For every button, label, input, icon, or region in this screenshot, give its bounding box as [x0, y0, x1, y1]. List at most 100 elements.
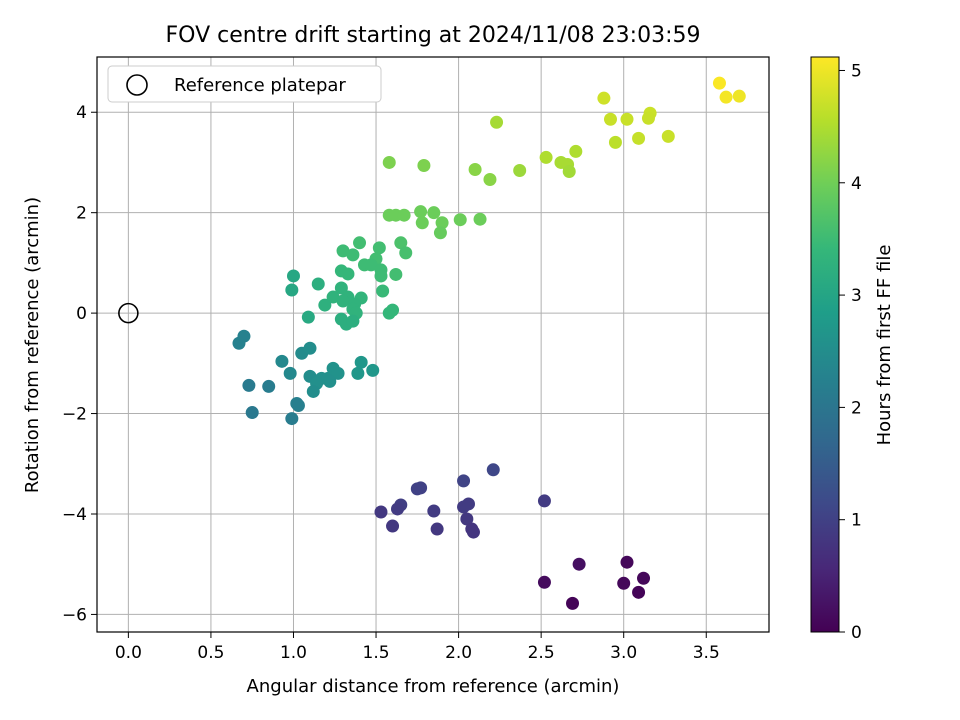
- data-point: [399, 246, 413, 260]
- data-point: [632, 585, 646, 599]
- data-point: [460, 512, 474, 526]
- data-point: [301, 310, 315, 324]
- data-point: [376, 284, 390, 298]
- x-tick-label: 1.0: [280, 643, 307, 663]
- colorbar-tick-label: 2: [851, 398, 862, 418]
- x-tick-label: 3.0: [610, 643, 637, 663]
- y-tick-label: −4: [62, 505, 87, 525]
- data-point: [334, 281, 348, 295]
- colorbar-tick-label: 3: [851, 286, 862, 306]
- data-point: [632, 131, 646, 145]
- y-axis-ticks: −6 −4 −2 0 2 4: [62, 103, 97, 625]
- data-point: [262, 379, 276, 393]
- data-point: [366, 363, 380, 377]
- data-point: [537, 494, 551, 508]
- data-point: [719, 90, 733, 104]
- legend-box: [107, 65, 382, 103]
- data-point: [637, 571, 651, 585]
- legend-marker-reference: [126, 74, 148, 96]
- data-point: [323, 374, 337, 388]
- colorbar-tick-label: 4: [851, 174, 862, 194]
- x-axis-ticks: 0.0 0.5 1.0 1.5 2.0 2.5 3.0 3.5: [115, 632, 720, 663]
- colorbar: 0 1 2 3 4 5 Hours from first FF file: [810, 56, 895, 643]
- data-point: [414, 481, 428, 495]
- data-point: [414, 205, 428, 219]
- reference-platepar-marker: [118, 302, 139, 324]
- x-tick-label: 1.5: [363, 643, 390, 663]
- data-point: [285, 412, 299, 426]
- data-point: [386, 303, 400, 317]
- data-point: [712, 76, 726, 90]
- chart-title: FOV centre drift starting at 2024/11/08 …: [166, 23, 701, 48]
- data-point: [286, 269, 300, 283]
- colorbar-gradient: [810, 56, 840, 633]
- data-point: [275, 354, 289, 368]
- data-point: [245, 406, 259, 420]
- data-point: [283, 366, 297, 380]
- data-points: [232, 76, 746, 610]
- data-point: [597, 91, 611, 105]
- data-point: [341, 267, 355, 281]
- data-point: [374, 269, 388, 283]
- legend: Reference platepar: [107, 65, 382, 103]
- data-point: [572, 557, 586, 571]
- x-tick-label: 0.5: [197, 643, 224, 663]
- y-axis-label: Rotation from reference (arcmin): [22, 197, 43, 493]
- data-point: [453, 213, 467, 227]
- data-point: [457, 474, 471, 488]
- data-point: [303, 341, 317, 355]
- x-axis-label: Angular distance from reference (arcmin): [247, 676, 620, 697]
- x-tick-label: 3.5: [693, 643, 720, 663]
- data-point: [415, 216, 429, 230]
- data-point: [490, 115, 504, 129]
- data-point: [353, 236, 367, 250]
- data-point: [473, 212, 487, 226]
- data-point: [291, 399, 305, 413]
- data-point: [311, 277, 325, 291]
- data-point: [513, 163, 527, 177]
- data-point: [306, 384, 320, 398]
- data-point: [562, 164, 576, 178]
- data-point: [331, 366, 345, 380]
- colorbar-label: Hours from first FF file: [874, 245, 895, 446]
- data-point: [242, 378, 256, 392]
- data-point: [566, 596, 580, 610]
- data-point: [417, 158, 431, 172]
- colorbar-tick-label: 1: [851, 511, 862, 531]
- data-point: [486, 463, 500, 477]
- y-tick-label: 4: [76, 103, 87, 123]
- y-tick-label: −6: [62, 605, 87, 625]
- data-point: [394, 236, 408, 250]
- plot-area: [97, 57, 769, 632]
- data-point: [318, 298, 332, 312]
- data-point: [435, 216, 449, 230]
- data-point: [237, 329, 251, 343]
- data-point: [466, 525, 480, 539]
- data-point: [483, 173, 497, 187]
- data-point: [461, 497, 475, 511]
- data-point: [285, 283, 299, 297]
- y-tick-label: 0: [76, 304, 87, 324]
- data-point: [382, 155, 396, 169]
- x-tick-label: 2.0: [445, 643, 472, 663]
- data-point: [354, 355, 368, 369]
- colorbar-tick-label: 5: [851, 61, 862, 81]
- data-point: [372, 241, 386, 255]
- data-point: [427, 504, 441, 518]
- data-point: [346, 248, 360, 262]
- data-point: [732, 89, 746, 103]
- data-point: [620, 555, 634, 569]
- y-tick-label: 2: [76, 204, 87, 224]
- x-tick-label: 2.5: [528, 643, 555, 663]
- data-point: [374, 505, 388, 519]
- data-point: [386, 519, 400, 533]
- colorbar-tick-label: 0: [851, 623, 862, 643]
- data-point: [391, 502, 405, 516]
- data-point: [468, 162, 482, 176]
- colorbar-ticks: 0 1 2 3 4 5: [839, 61, 862, 643]
- y-tick-label: −2: [62, 405, 87, 425]
- data-point: [537, 575, 551, 589]
- data-point: [346, 314, 360, 328]
- data-point: [351, 366, 365, 380]
